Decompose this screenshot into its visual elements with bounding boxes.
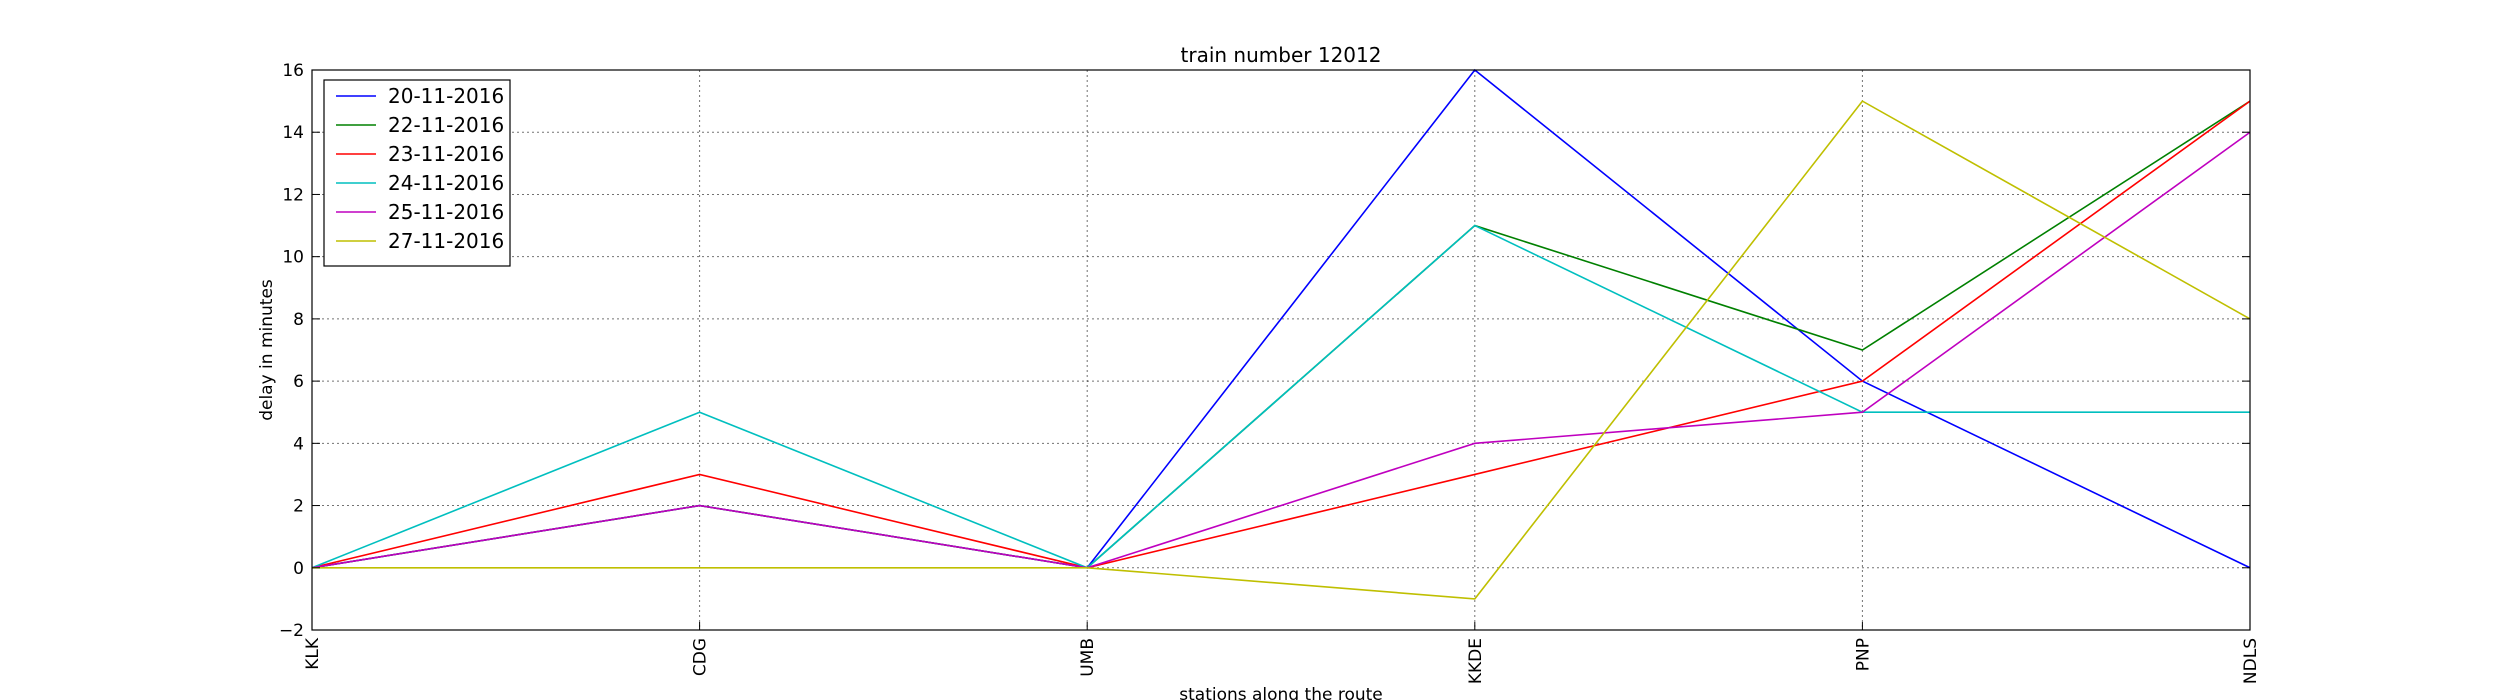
- y-axis-label: delay in minutes: [257, 279, 277, 421]
- legend-box: [323, 79, 511, 267]
- y-tick-label: 4: [293, 434, 304, 454]
- series-line-5: [312, 100, 2251, 600]
- series-line-2: [311, 100, 2251, 569]
- x-tick-label: NDLS: [2241, 638, 2261, 684]
- x-tick-label: UMB: [1078, 638, 1098, 677]
- series-line-3: [311, 224, 2250, 569]
- legend-label: 25-11-2016: [388, 200, 504, 224]
- y-tick-label: 2: [293, 497, 304, 517]
- y-tick-label: 10: [282, 248, 304, 268]
- y-tick-label: −2: [279, 621, 304, 641]
- x-axis-label: stations along the route: [1179, 685, 1383, 700]
- legend: 20-11-2016 22-11-2016 23-11-2016 24-11-2016…: [323, 79, 511, 267]
- x-tick-label: KLK: [303, 637, 323, 670]
- y-tick-label: 14: [282, 123, 304, 143]
- legend-label: 27-11-2016: [388, 229, 504, 253]
- legend-label: 24-11-2016: [388, 171, 504, 195]
- chart-title: train number 12012: [1181, 43, 1382, 67]
- series-lines: [311, 68, 2251, 600]
- x-tick-label: KKDE: [1466, 638, 1486, 684]
- axis-ticks: −2 0 2 4 6 8 10 12 14 16 KLK CDG UMB KKDE PNP NDLS: [279, 61, 2261, 684]
- x-tick-label: CDG: [691, 638, 711, 676]
- x-tick-label: PNP: [1853, 638, 1873, 671]
- y-tick-label: 12: [282, 185, 304, 205]
- plot-frame: [311, 69, 2251, 631]
- legend-label: 23-11-2016: [388, 142, 504, 166]
- y-tick-label: 6: [293, 372, 304, 392]
- y-tick-label: 16: [282, 61, 304, 81]
- legend-label: 22-11-2016: [388, 113, 504, 137]
- y-tick-label: 0: [293, 559, 304, 579]
- legend-label: 20-11-2016: [388, 84, 504, 108]
- y-tick-label: 8: [293, 310, 304, 330]
- series-line-4: [311, 131, 2251, 569]
